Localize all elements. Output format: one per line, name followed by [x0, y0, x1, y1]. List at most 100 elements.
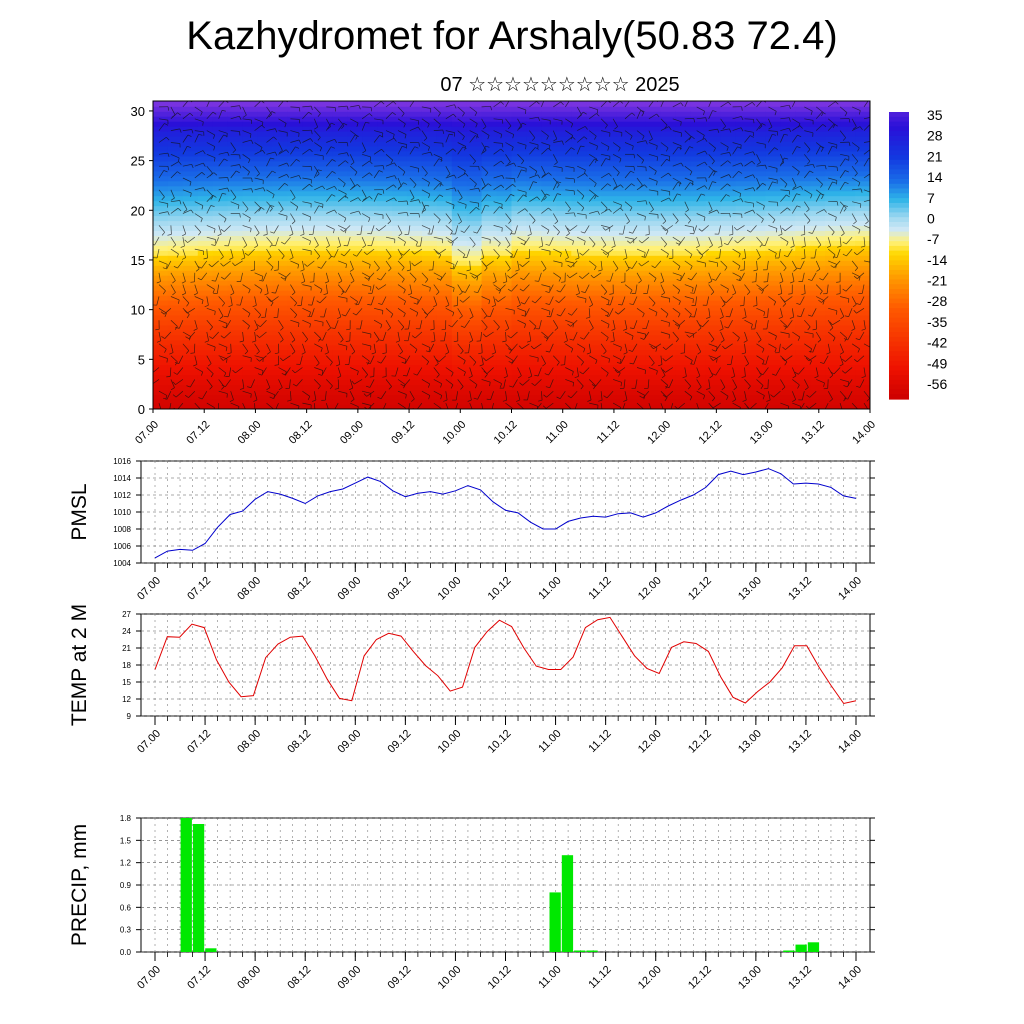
heatmap-cell: [765, 260, 782, 266]
heatmap-cell: [660, 264, 677, 271]
wind-barb: [306, 260, 315, 267]
heatmap-cell: [825, 329, 841, 336]
heatmap-cell: [153, 180, 169, 187]
wind-barb-flag: [311, 130, 313, 135]
heatmap-cell: [212, 354, 229, 361]
wind-barb-flag: [518, 345, 523, 349]
heatmap-cell: [735, 205, 752, 212]
heatmap-cell: [406, 190, 423, 197]
heatmap-cell: [212, 180, 229, 187]
heatmap-cell: [616, 284, 632, 291]
heatmap-cell: [645, 115, 662, 122]
heatmap-cell: [182, 314, 199, 321]
heatmap-cell: [586, 165, 602, 172]
wind-barb: [600, 183, 608, 191]
wind-barb: [158, 272, 161, 282]
heatmap-cell: [421, 329, 438, 336]
heatmap-cell: [287, 200, 304, 207]
wind-barb: [445, 130, 455, 133]
wind-barb: [349, 177, 356, 186]
heatmap-cell: [825, 130, 841, 137]
heatmap-cell: [436, 150, 453, 157]
wind-barb-flag: [569, 338, 574, 341]
wind-barb-flag: [346, 328, 351, 331]
heatmap-cell: [675, 354, 692, 361]
heatmap-cell: [332, 140, 348, 147]
wind-barb-flag: [382, 376, 387, 378]
wind-barb-flag: [538, 245, 543, 248]
wind-barb-flag: [500, 134, 503, 139]
heatmap-cell: [436, 314, 453, 321]
wind-barb-flag: [349, 387, 353, 391]
wind-barb-flag: [355, 301, 358, 306]
heatmap-cell: [466, 359, 483, 366]
heatmap-cell: [197, 299, 214, 306]
heatmap-cell: [436, 140, 453, 147]
heatmap-cell: [153, 160, 169, 167]
wind-barb-flag: [459, 299, 464, 303]
heatmap-cell: [586, 135, 602, 142]
wind-barb-flag: [463, 371, 466, 377]
heatmap-cell: [750, 394, 767, 400]
heatmap-cell: [227, 394, 244, 400]
heatmap-cell: [302, 115, 319, 122]
wind-barb: [326, 209, 335, 214]
heatmap-cell: [855, 240, 870, 246]
heatmap-cell: [526, 125, 543, 132]
heatmap-cell: [436, 155, 453, 162]
heatmap-cell: [317, 170, 333, 177]
heatmap-cell: [197, 190, 214, 197]
heatmap-cell: [571, 304, 587, 311]
heatmap-cell: [362, 289, 378, 296]
heatmap-cell: [765, 101, 782, 107]
wind-barb-flag: [480, 412, 484, 413]
heatmap-cell: [675, 399, 692, 405]
heatmap-cell: [601, 279, 617, 286]
wind-barb-flag: [220, 335, 225, 339]
wind-barb-flag: [414, 349, 418, 354]
heatmap-cell: [690, 284, 707, 291]
heatmap-cell: [765, 339, 782, 346]
heatmap-cell: [377, 110, 393, 117]
heatmap-cell: [362, 344, 378, 351]
heatmap-cell: [421, 264, 438, 271]
heatmap-cell: [705, 309, 722, 316]
heatmap-cell: [735, 255, 752, 261]
heatmap-cell: [541, 160, 558, 167]
wind-barb: [445, 148, 454, 155]
wind-barb: [266, 343, 271, 353]
wind-barb-flag: [334, 388, 339, 390]
heatmap-cell: [690, 404, 707, 409]
wind-barb: [326, 225, 335, 230]
wind-barb-flag: [537, 117, 541, 122]
heatmap-cell: [332, 160, 348, 167]
heatmap-cell: [481, 264, 498, 271]
heatmap-cell: [347, 235, 363, 241]
wind-barb: [273, 225, 279, 234]
heatmap-cell: [227, 354, 244, 361]
wind-barb: [326, 122, 332, 131]
wind-barb-flag: [473, 291, 478, 294]
heatmap-cell: [675, 230, 692, 236]
heatmap-cell: [720, 205, 737, 212]
heatmap-cell: [840, 245, 856, 251]
heatmap-cell: [242, 304, 259, 311]
heatmap-cell: [586, 195, 602, 202]
heatmap-cell: [197, 140, 214, 147]
heatmap-cell: [436, 160, 453, 167]
wind-barb: [206, 111, 214, 120]
heatmap-cell: [780, 384, 797, 390]
heatmap-cell: [690, 364, 707, 371]
heatmap-cell: [601, 120, 617, 127]
heatmap-cell: [631, 374, 647, 380]
heatmap-cell: [631, 195, 647, 202]
heatmap-cell: [810, 230, 826, 236]
heatmap-cell: [690, 225, 707, 231]
wind-barb: [290, 146, 296, 155]
heatmap-cell: [526, 329, 543, 336]
heatmap-cell: [631, 160, 647, 167]
heatmap-cell: [182, 130, 199, 137]
heatmap-cell: [631, 190, 647, 197]
heatmap-cell: [362, 354, 378, 361]
heatmap-cell: [765, 180, 782, 187]
